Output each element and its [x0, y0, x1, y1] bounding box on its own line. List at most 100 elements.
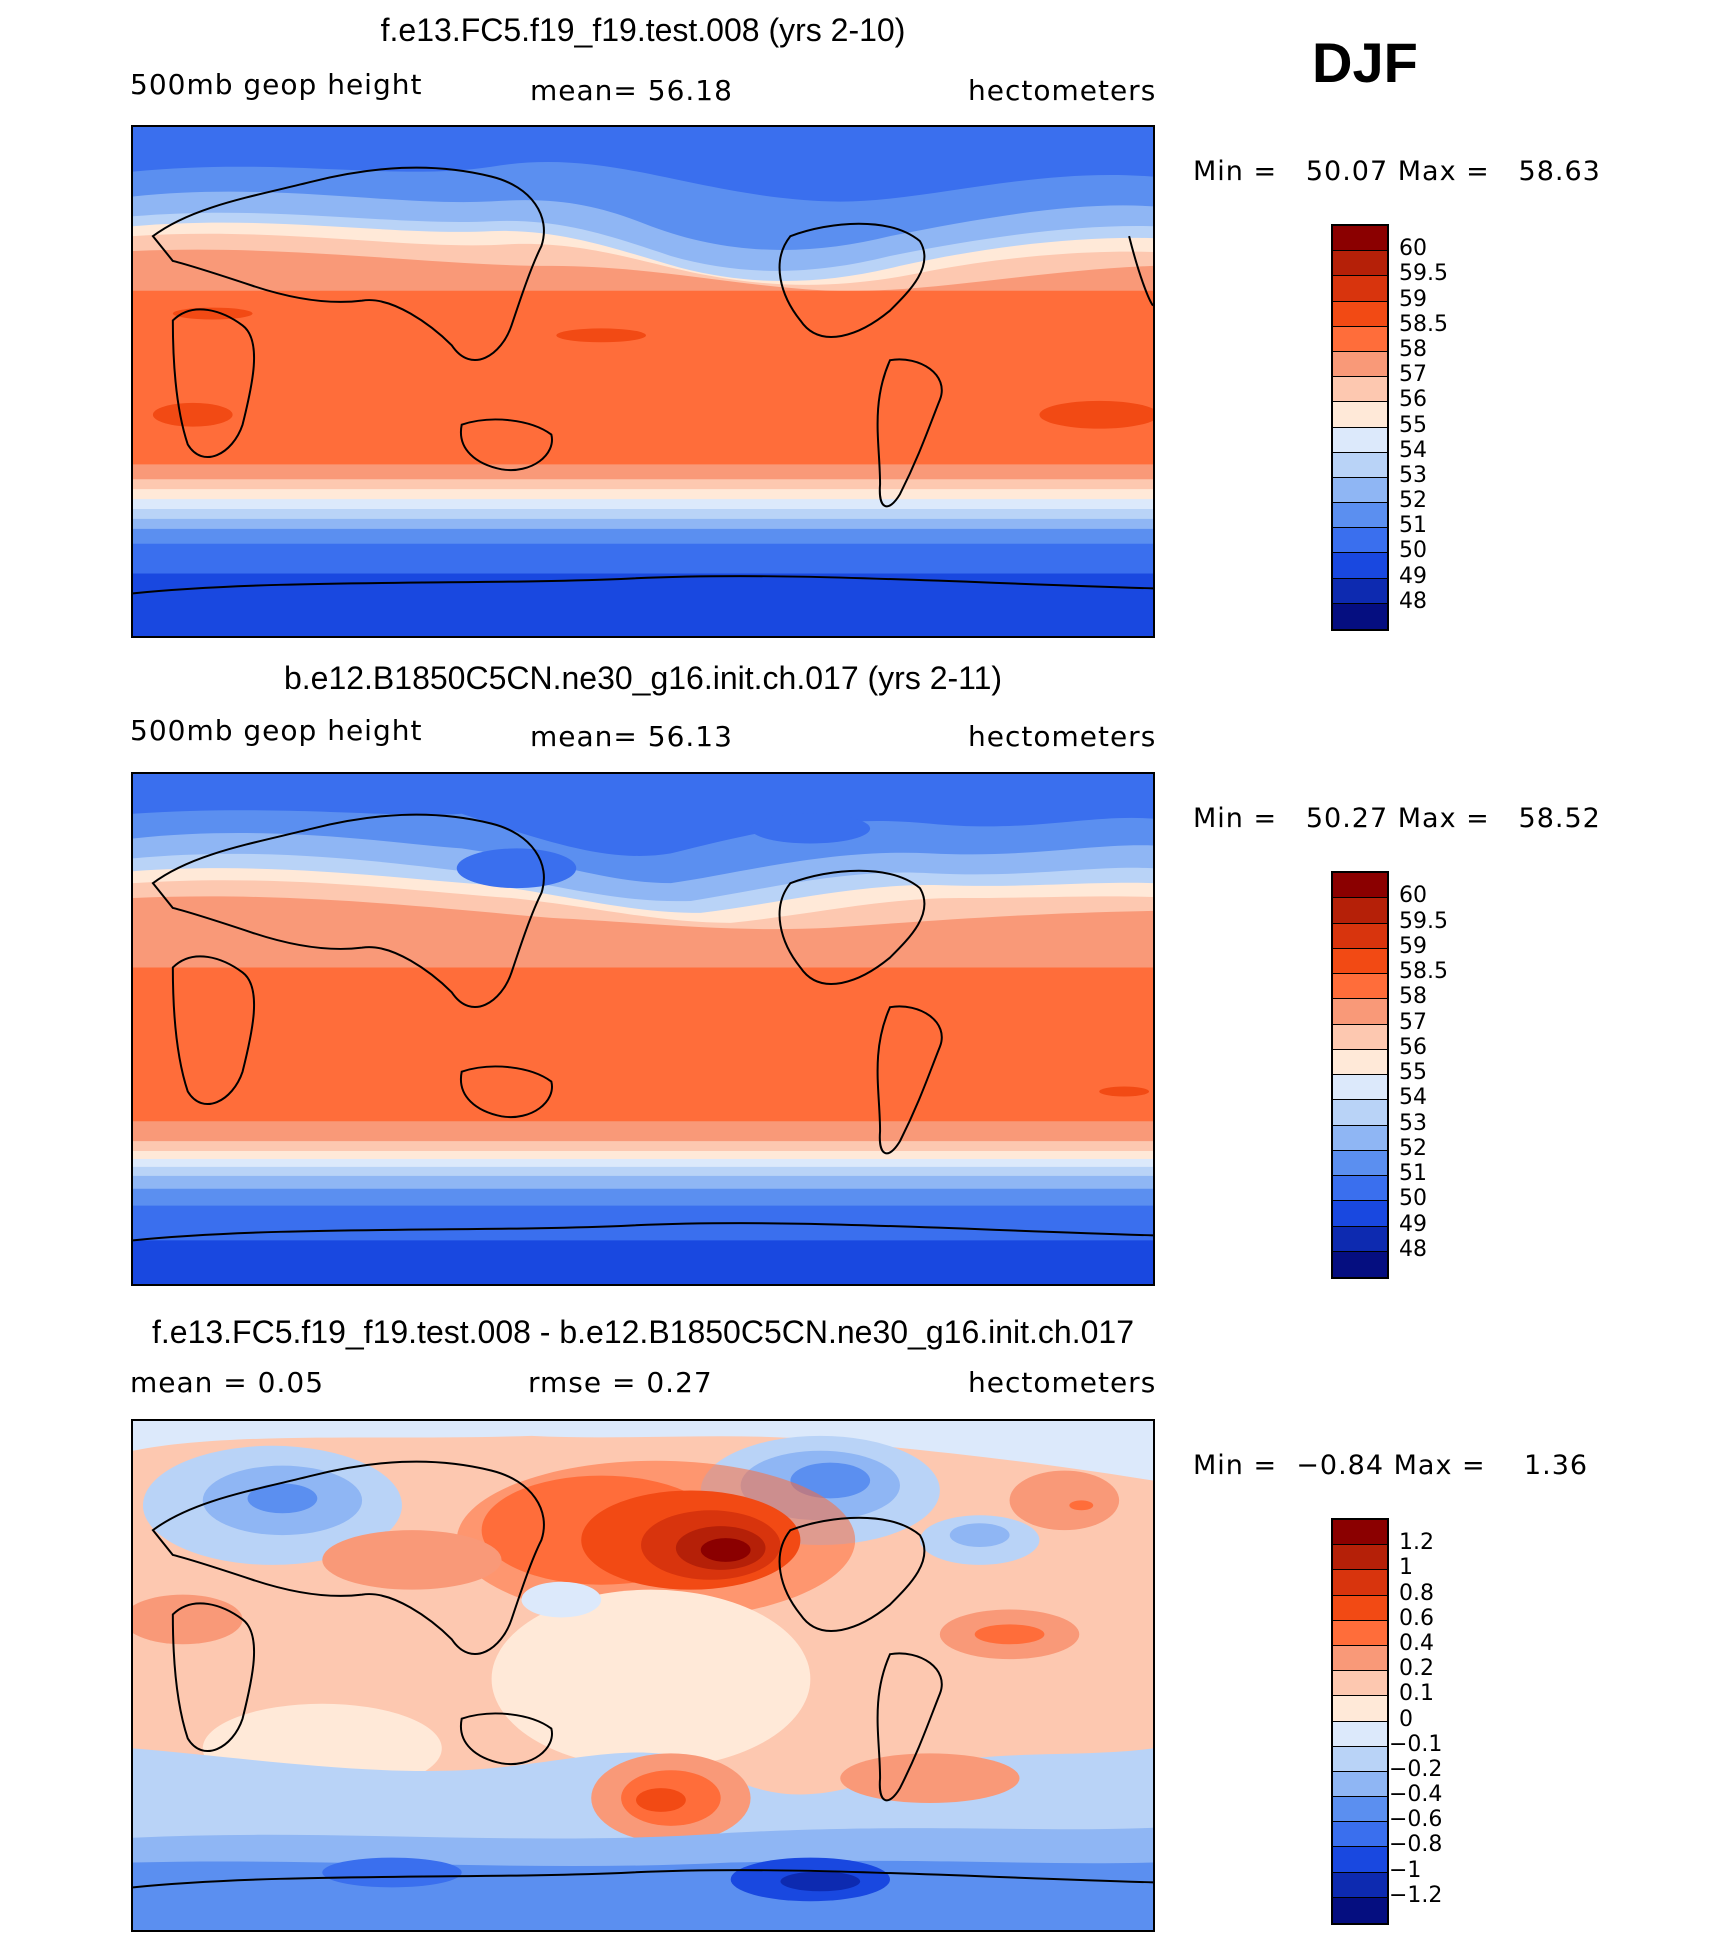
panel-3-map — [131, 1419, 1155, 1932]
colorbar-label: 58.5 — [1399, 959, 1448, 984]
colorbar-swatch — [1333, 1520, 1387, 1546]
colorbar-swatch — [1333, 503, 1387, 529]
colorbar-label: −0.6 — [1389, 1807, 1443, 1833]
colorbar-label: 53 — [1399, 1110, 1427, 1136]
colorbar-swatch — [1333, 1897, 1387, 1923]
panel-2-mean: mean= 56.13 — [530, 720, 733, 753]
colorbar-label: 59.5 — [1399, 908, 1448, 934]
colorbar-swatch — [1333, 1176, 1387, 1202]
panel-1-units: hectometers — [968, 74, 1157, 107]
colorbar-label: 59.5 — [1399, 261, 1448, 287]
colorbar-label: 57 — [1399, 1009, 1427, 1035]
colorbar-label: 57 — [1399, 362, 1427, 388]
colorbar-swatch — [1333, 578, 1387, 604]
colorbar-label: −0.8 — [1389, 1832, 1443, 1858]
season-label: DJF — [1312, 31, 1418, 94]
colorbar-label: 48 — [1399, 588, 1427, 614]
colorbar-swatch — [1333, 1822, 1387, 1848]
panel-3-colorbar-labels: 1.2 1 0.8 0.6 0.4 0.2 0.1 0 −0.1 −0.2 −0.4 −0.6 −0.8… — [1389, 1518, 1496, 1925]
colorbar-swatch — [1333, 326, 1387, 352]
colorbar-label: 50 — [1399, 538, 1427, 564]
colorbar-label: 54 — [1399, 437, 1427, 463]
colorbar-label: 49 — [1399, 1211, 1427, 1237]
colorbar-label: 51 — [1399, 1161, 1427, 1186]
colorbar-label: 53 — [1399, 462, 1427, 488]
colorbar-label: 52 — [1399, 1135, 1427, 1161]
colorbar-swatch — [1333, 553, 1387, 579]
panel-1-colorbar-labels: 60 59.5 59 58.5 58 57 56 55 54 53 52 51 50 49 48 — [1396, 224, 1496, 631]
colorbar-label: −1 — [1389, 1857, 1422, 1883]
colorbar-label: 48 — [1399, 1236, 1427, 1262]
colorbar-swatch — [1333, 528, 1387, 554]
colorbar-swatch — [1333, 377, 1387, 403]
colorbar-label: 55 — [1399, 1060, 1427, 1085]
colorbar-label: 0.2 — [1399, 1656, 1434, 1682]
colorbar-swatch — [1333, 477, 1387, 504]
panel-3-contour-field — [133, 1421, 1153, 1930]
colorbar-swatch — [1333, 452, 1387, 478]
colorbar-label: 58.5 — [1399, 311, 1448, 337]
colorbar-swatch — [1333, 301, 1387, 327]
colorbar-swatch — [1333, 1872, 1387, 1898]
panel-1-variable: 500mb geop height — [130, 68, 423, 101]
colorbar-label: 1 — [1399, 1555, 1413, 1581]
colorbar-label: 60 — [1399, 236, 1427, 262]
panel-2-colorbar — [1331, 871, 1389, 1279]
panel-3-colorbar — [1331, 1518, 1389, 1925]
panel-1-mean: mean= 56.18 — [530, 74, 733, 107]
colorbar-swatch — [1333, 1620, 1387, 1646]
colorbar-label: 54 — [1399, 1085, 1427, 1111]
colorbar-label: 58 — [1399, 984, 1427, 1010]
panel-2-units: hectometers — [968, 720, 1157, 753]
colorbar-swatch — [1333, 276, 1387, 302]
colorbar-label: 0.1 — [1399, 1681, 1434, 1707]
colorbar-label: 56 — [1399, 1034, 1427, 1060]
colorbar-swatch — [1333, 402, 1387, 428]
colorbar-swatch — [1333, 351, 1387, 378]
colorbar-label: −1.2 — [1389, 1882, 1443, 1908]
panel-2-map — [131, 772, 1155, 1286]
colorbar-swatch — [1333, 1746, 1387, 1772]
colorbar-swatch — [1333, 1125, 1387, 1151]
colorbar-swatch — [1333, 1696, 1387, 1722]
colorbar-label: −0.2 — [1389, 1756, 1443, 1782]
colorbar-swatch — [1333, 1771, 1387, 1798]
panel-2-minmax: Min = 50.27 Max = 58.52 — [1193, 803, 1601, 834]
colorbar-label: 50 — [1399, 1186, 1427, 1212]
panel-3-units: hectometers — [968, 1366, 1157, 1399]
colorbar-swatch — [1333, 1024, 1387, 1050]
panel-1-contour-field — [133, 127, 1153, 636]
colorbar-swatch — [1333, 427, 1387, 453]
colorbar-swatch — [1333, 226, 1387, 252]
colorbar-label: 58 — [1399, 336, 1427, 362]
panel-2-contour-field — [133, 774, 1153, 1284]
colorbar-label: 0 — [1399, 1706, 1413, 1732]
colorbar-label: 59 — [1399, 286, 1427, 312]
colorbar-label: −0.4 — [1389, 1782, 1443, 1808]
colorbar-swatch — [1333, 1100, 1387, 1126]
colorbar-swatch — [1333, 603, 1387, 629]
colorbar-label: 52 — [1399, 488, 1427, 514]
panel-2-colorbar-labels: 60 59.5 59 58.5 58 57 56 55 54 53 52 51 50 49 48 — [1396, 871, 1496, 1279]
colorbar-swatch — [1333, 1545, 1387, 1571]
panel-1-title: f.e13.FC5.f19_f19.test.008 (yrs 2-10) — [380, 12, 906, 48]
colorbar-swatch — [1333, 1201, 1387, 1227]
panel-1-minmax: Min = 50.07 Max = 58.63 — [1193, 156, 1601, 187]
colorbar-swatch — [1333, 948, 1387, 974]
colorbar-label: 59 — [1399, 933, 1427, 959]
panel-3-minmax: Min = −0.84 Max = 1.36 — [1193, 1450, 1589, 1481]
colorbar-swatch — [1333, 1645, 1387, 1672]
colorbar-label: 0.6 — [1399, 1605, 1434, 1631]
colorbar-swatch — [1333, 1251, 1387, 1277]
colorbar-label: 51 — [1399, 513, 1427, 539]
panel-3-mean: mean = 0.05 — [130, 1366, 325, 1399]
colorbar-label: 0.8 — [1399, 1580, 1434, 1606]
panel-1-colorbar — [1331, 224, 1389, 631]
colorbar-label: 56 — [1399, 387, 1427, 413]
colorbar-swatch — [1333, 999, 1387, 1025]
colorbar-swatch — [1333, 1595, 1387, 1621]
colorbar-swatch — [1333, 1075, 1387, 1101]
colorbar-swatch — [1333, 1847, 1387, 1873]
colorbar-swatch — [1333, 1721, 1387, 1747]
colorbar-swatch — [1333, 974, 1387, 1000]
